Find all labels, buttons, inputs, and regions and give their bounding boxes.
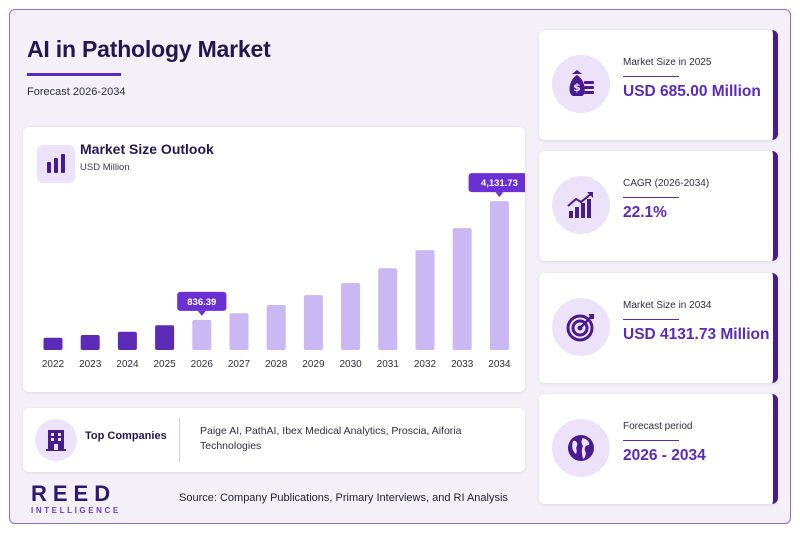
x-tick-label: 2023 [79, 359, 102, 370]
stat-card-market-size-2034: Market Size in 2034 USD 4131.73 Million [539, 273, 778, 383]
svg-text:836.39: 836.39 [187, 297, 216, 308]
stat-underline [623, 319, 679, 320]
money-bag-icon: $ [552, 55, 610, 113]
reed-intelligence-logo: REED INTELLIGENCE [31, 481, 121, 515]
chart-title: Market Size Outlook [80, 141, 214, 157]
svg-text:4,131.73: 4,131.73 [481, 178, 518, 189]
building-icon [35, 419, 77, 461]
x-tick-label: 2028 [265, 359, 288, 370]
logo-main: REED [31, 481, 117, 506]
chart-card: 2022 2023 2024 2025 2026 2027 2028 2029 2030 2031… [23, 127, 525, 392]
stat-value: USD 4131.73 Million [623, 326, 770, 343]
x-tick-label: 2030 [339, 359, 362, 370]
x-tick-label: 2034 [488, 359, 511, 370]
stat-card-market-size-2025: $ Market Size in 2025 USD 685.00 Million [539, 30, 778, 140]
x-tick-label: 2025 [153, 359, 176, 370]
source-note: Source: Company Publications, Primary In… [179, 492, 508, 504]
x-tick-label: 2026 [191, 359, 214, 370]
bar-2023 [80, 335, 100, 350]
stat-label: Market Size in 2034 [623, 300, 712, 311]
growth-chart-icon [552, 176, 610, 234]
bar-2028 [266, 305, 286, 350]
stat-label: CAGR (2026-2034) [623, 178, 710, 189]
chart-unit: USD Million [80, 162, 130, 173]
globe-icon [552, 419, 610, 477]
target-icon [552, 298, 610, 356]
stat-card-forecast-period: Forecast period 2026 - 2034 [539, 394, 778, 504]
stat-value: 22.1% [623, 204, 667, 221]
x-tick-label: 2022 [42, 359, 65, 370]
top-companies-label: Top Companies [85, 430, 167, 442]
bar-2034 [489, 201, 509, 350]
bar-2029 [303, 295, 323, 350]
stat-value: 2026 - 2034 [623, 447, 706, 464]
stat-label: Forecast period [623, 421, 693, 432]
bar-2030 [341, 283, 361, 350]
bar-chart: 2022 2023 2024 2025 2026 2027 2028 2029 2030 2031… [42, 173, 525, 370]
stat-card-cagr: CAGR (2026-2034) 22.1% [539, 151, 778, 261]
data-label-callout: 4,131.73 [468, 173, 525, 198]
bar-2024 [117, 331, 137, 350]
stat-underline [623, 440, 679, 441]
svg-text:$: $ [573, 81, 581, 94]
x-tick-label: 2024 [116, 359, 139, 370]
bar-2026 [192, 319, 212, 350]
bar-2025 [155, 325, 175, 350]
stat-underline [623, 197, 679, 198]
x-tick-label: 2033 [451, 359, 474, 370]
x-tick-label: 2027 [228, 359, 251, 370]
bar-2027 [229, 313, 249, 350]
bar-2032 [415, 250, 435, 350]
x-tick-label: 2031 [377, 359, 400, 370]
data-label-callout: 836.39 [177, 291, 227, 316]
top-companies-list: Paige AI, PathAI, Ibex Medical Analytics… [200, 425, 462, 452]
page-subtitle: Forecast 2026-2034 [27, 86, 126, 98]
bar-2031 [378, 268, 398, 350]
bar-2033 [452, 228, 472, 350]
x-tick-label: 2032 [414, 359, 437, 370]
top-companies-card: Top Companies Paige AI, PathAI, Ibex Med… [23, 408, 525, 472]
page-title: AI in Pathology Market [27, 36, 271, 62]
x-tick-label: 2029 [302, 359, 325, 370]
stat-label: Market Size in 2025 [623, 57, 712, 68]
divider [179, 418, 180, 462]
stat-underline [623, 76, 679, 77]
logo-sub: INTELLIGENCE [31, 506, 121, 515]
bar-chart-icon [37, 145, 75, 183]
bar-2022 [43, 337, 63, 350]
stat-value: USD 685.00 Million [623, 83, 761, 100]
title-underline [27, 73, 121, 76]
